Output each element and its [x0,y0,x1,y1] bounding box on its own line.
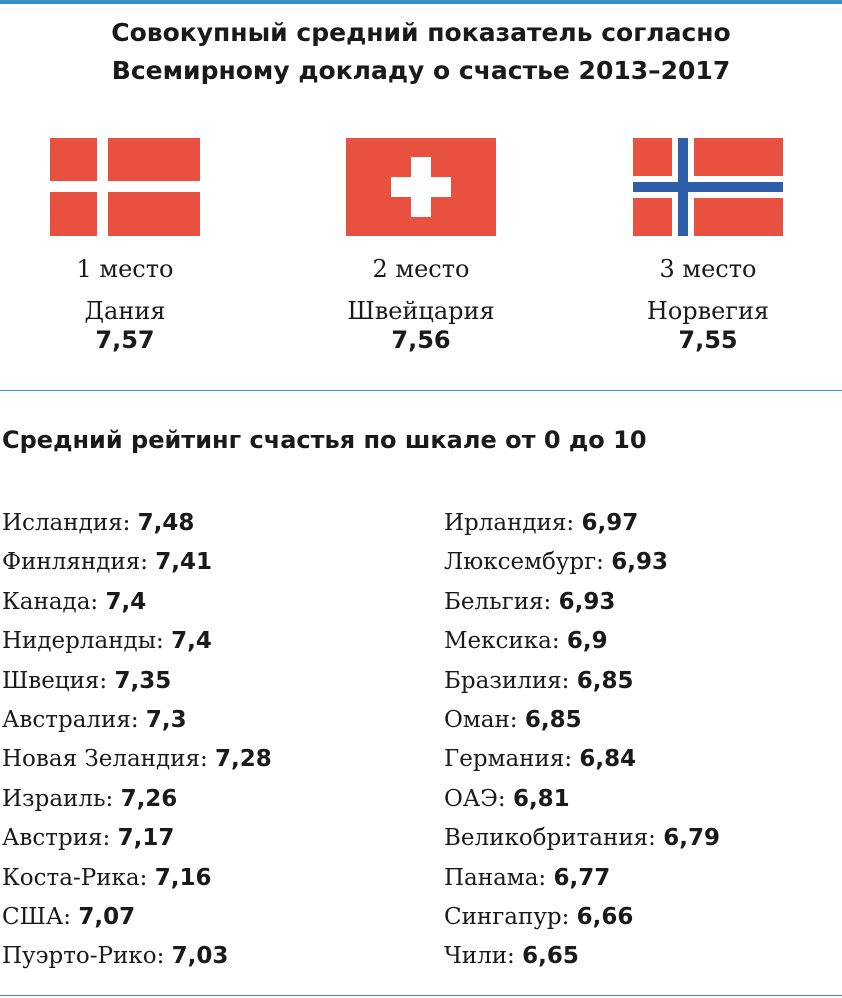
country-name: Чили: [444,943,515,970]
country-score: 6,79 [663,825,720,852]
country-name: Нидерланды: [2,628,164,655]
country-name: Новая Зеландия: [2,746,208,773]
country-name: США: [2,903,72,930]
section-divider [0,390,842,391]
country-score: 6,93 [558,588,616,615]
country-name: Великобритания: [444,825,656,852]
section-title: Средний рейтинг счастья по шкале от 0 до… [2,426,647,454]
country-score: 7,26 [120,785,178,812]
list-item: ОАЭ: 6,81 [444,780,720,819]
country-name: Мексика: [444,628,560,655]
country-score: 6,85 [576,667,634,694]
country-score: 7,57 [95,326,155,354]
list-item: Австрия: 7,17 [2,819,272,858]
country-name: Бразилия: [444,667,570,694]
list-item: Канада: 7,4 [2,583,272,622]
country-score: 6,9 [566,628,608,655]
country-name: Пуэрто-Рико: [2,943,165,970]
list-item: Нидерланды: 7,4 [2,622,272,661]
country-name: Сингапур: [444,903,570,930]
country-name: Швеция: [2,667,108,694]
list-item: Финляндия: 7,41 [2,543,272,582]
list-item: Ирландия: 6,97 [444,504,720,543]
country-name: Австралия: [2,706,139,733]
top-rule [0,0,842,4]
country-score: 6,77 [553,864,611,891]
country-score: 6,65 [522,943,579,970]
ranking-list-right: Ирландия: 6,97 Люксембург: 6,93 Бельгия:… [444,504,720,977]
country-name: Швейцария [347,297,495,325]
place-label: 3 место [659,255,757,283]
list-item: Пуэрто-Рико: 7,03 [2,937,272,976]
title-line-1: Совокупный средний показатель согласно [111,18,731,47]
country-score: 6,97 [581,510,639,536]
country-score: 7,28 [215,746,272,773]
list-item: Оман: 6,85 [444,701,720,740]
country-score: 6,66 [576,903,634,930]
country-name: Коста-Рика: [2,864,148,891]
list-item: Исландия: 7,48 [2,504,272,543]
country-score: 6,85 [524,706,582,733]
list-item: Израиль: 7,26 [2,780,272,819]
ranking-list-left: Исландия: 7,48 Финляндия: 7,41 Канада: 7… [2,504,272,977]
country-name: Дания [84,297,166,325]
list-item: Люксембург: 6,93 [444,543,720,582]
country-score: 7,56 [391,326,451,354]
list-item: Великобритания: 6,79 [444,819,720,858]
country-score: 7,07 [78,903,136,930]
country-name: Ирландия: [444,510,575,536]
country-score: 6,93 [611,549,668,576]
country-name: Израиль: [2,785,114,812]
country-name: Канада: [2,588,99,615]
list-item: Коста-Рика: 7,16 [2,859,272,898]
podium-first: 1 место Дания 7,57 [0,138,250,354]
country-score: 7,16 [154,864,212,891]
place-label: 1 место [76,255,174,283]
country-name: Бельгия: [444,588,552,615]
switzerland-flag-icon [346,138,496,236]
country-score: 7,3 [145,706,187,733]
place-label: 2 место [372,255,470,283]
country-score: 7,41 [155,549,213,576]
page-title: Совокупный средний показатель согласно В… [0,14,842,90]
country-score: 7,48 [137,510,195,536]
list-item: США: 7,07 [2,898,272,937]
country-name: Панама: [444,864,547,891]
title-line-2: Всемирному докладу о счастье 2013–2017 [111,56,731,85]
list-item: Сингапур: 6,66 [444,898,720,937]
podium-second: 2 место Швейцария 7,56 [296,138,546,354]
norway-flag-icon [633,138,783,236]
country-name: Исландия: [2,510,131,536]
country-name: Норвегия [646,297,770,325]
list-item: Мексика: 6,9 [444,622,720,661]
list-item: Австралия: 7,3 [2,701,272,740]
country-name: Оман: [444,706,518,733]
denmark-flag-icon [50,138,200,236]
country-score: 7,55 [678,326,738,354]
list-item: Бразилия: 6,85 [444,662,720,701]
country-name: ОАЭ: [444,785,506,812]
country-name: Люксембург: [444,549,604,576]
country-score: 7,4 [171,628,212,655]
bottom-rule [0,995,842,996]
list-item: Бельгия: 6,93 [444,583,720,622]
list-item: Швеция: 7,35 [2,662,272,701]
country-score: 6,81 [512,785,570,812]
country-name: Финляндия: [2,549,148,576]
country-score: 7,03 [171,943,229,970]
list-item: Германия: 6,84 [444,740,720,779]
country-name: Германия: [444,746,573,773]
list-item: Чили: 6,65 [444,937,720,976]
country-score: 6,84 [579,746,637,773]
list-item: Панама: 6,77 [444,859,720,898]
country-name: Австрия: [2,825,111,852]
country-score: 7,17 [117,825,175,852]
country-score: 7,4 [105,588,147,615]
list-item: Новая Зеландия: 7,28 [2,740,272,779]
podium-third: 3 место Норвегия 7,55 [583,138,833,354]
country-score: 7,35 [114,667,172,694]
